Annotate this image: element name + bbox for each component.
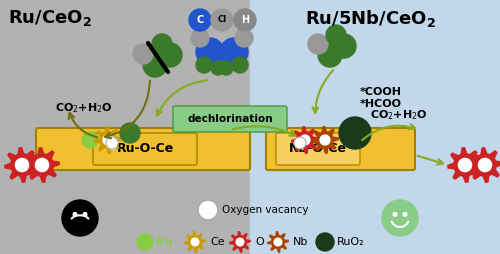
- Circle shape: [403, 213, 407, 216]
- Circle shape: [106, 137, 118, 149]
- Circle shape: [339, 117, 371, 149]
- Text: Ce: Ce: [210, 237, 224, 247]
- Text: *HCOO: *HCOO: [360, 99, 402, 109]
- Polygon shape: [467, 147, 500, 183]
- Polygon shape: [4, 147, 40, 183]
- FancyBboxPatch shape: [276, 133, 360, 165]
- Circle shape: [120, 123, 140, 143]
- Text: RuO₂: RuO₂: [337, 237, 364, 247]
- Polygon shape: [229, 231, 251, 253]
- Circle shape: [326, 25, 346, 45]
- Circle shape: [234, 9, 256, 31]
- Circle shape: [393, 213, 397, 216]
- Circle shape: [211, 9, 233, 31]
- Circle shape: [106, 137, 118, 149]
- Circle shape: [318, 43, 342, 67]
- Text: C: C: [196, 15, 203, 25]
- Text: Nb: Nb: [293, 237, 308, 247]
- Circle shape: [232, 57, 248, 73]
- Text: Oxygen vacancy: Oxygen vacancy: [222, 205, 308, 215]
- Circle shape: [189, 9, 211, 31]
- Circle shape: [143, 53, 167, 77]
- Circle shape: [152, 34, 172, 54]
- Circle shape: [198, 200, 218, 220]
- Circle shape: [196, 38, 224, 66]
- Circle shape: [191, 238, 199, 246]
- Text: Cl: Cl: [218, 15, 226, 24]
- Text: dechlorination: dechlorination: [187, 114, 273, 124]
- Polygon shape: [311, 126, 339, 154]
- Text: CO$_2$+H$_2$O: CO$_2$+H$_2$O: [370, 108, 428, 122]
- Circle shape: [73, 213, 77, 216]
- Circle shape: [382, 200, 418, 236]
- Circle shape: [236, 238, 244, 246]
- Circle shape: [191, 29, 209, 47]
- Circle shape: [158, 43, 182, 67]
- Bar: [250, 0, 500, 254]
- Polygon shape: [447, 147, 483, 183]
- Circle shape: [235, 29, 253, 47]
- Circle shape: [219, 61, 233, 75]
- FancyBboxPatch shape: [36, 128, 250, 170]
- FancyBboxPatch shape: [266, 128, 415, 170]
- Circle shape: [478, 158, 492, 172]
- FancyBboxPatch shape: [173, 106, 287, 132]
- Circle shape: [62, 200, 98, 236]
- Circle shape: [133, 44, 153, 64]
- Polygon shape: [24, 147, 60, 183]
- Circle shape: [196, 57, 212, 73]
- Text: CO$_2$+H$_2$O: CO$_2$+H$_2$O: [55, 101, 113, 115]
- Circle shape: [83, 213, 87, 216]
- Circle shape: [220, 38, 248, 66]
- Text: $\bf{Ru/CeO_2}$: $\bf{Ru/CeO_2}$: [8, 8, 92, 28]
- Circle shape: [316, 233, 334, 251]
- Circle shape: [458, 158, 471, 172]
- Text: Nb-O-Ce: Nb-O-Ce: [289, 142, 347, 155]
- Circle shape: [36, 158, 49, 172]
- Circle shape: [332, 34, 356, 58]
- Text: Ru-O-Ce: Ru-O-Ce: [116, 142, 173, 155]
- Text: H: H: [241, 15, 249, 25]
- Circle shape: [308, 34, 328, 54]
- Circle shape: [300, 135, 310, 145]
- Text: Ru: Ru: [156, 237, 172, 247]
- Polygon shape: [94, 126, 122, 154]
- Circle shape: [211, 61, 225, 75]
- Circle shape: [82, 132, 98, 148]
- Polygon shape: [291, 126, 319, 154]
- Circle shape: [274, 238, 282, 246]
- Circle shape: [320, 135, 330, 145]
- Circle shape: [137, 234, 153, 250]
- Circle shape: [103, 135, 113, 145]
- Circle shape: [294, 137, 306, 149]
- FancyBboxPatch shape: [93, 133, 197, 165]
- Circle shape: [16, 158, 28, 172]
- Bar: [0, 0, 250, 254]
- Text: $\bf{Ru/5Nb/CeO_2}$: $\bf{Ru/5Nb/CeO_2}$: [305, 8, 436, 29]
- Polygon shape: [184, 231, 206, 253]
- Text: O: O: [255, 237, 264, 247]
- Text: *COOH: *COOH: [360, 87, 402, 97]
- Polygon shape: [267, 231, 289, 253]
